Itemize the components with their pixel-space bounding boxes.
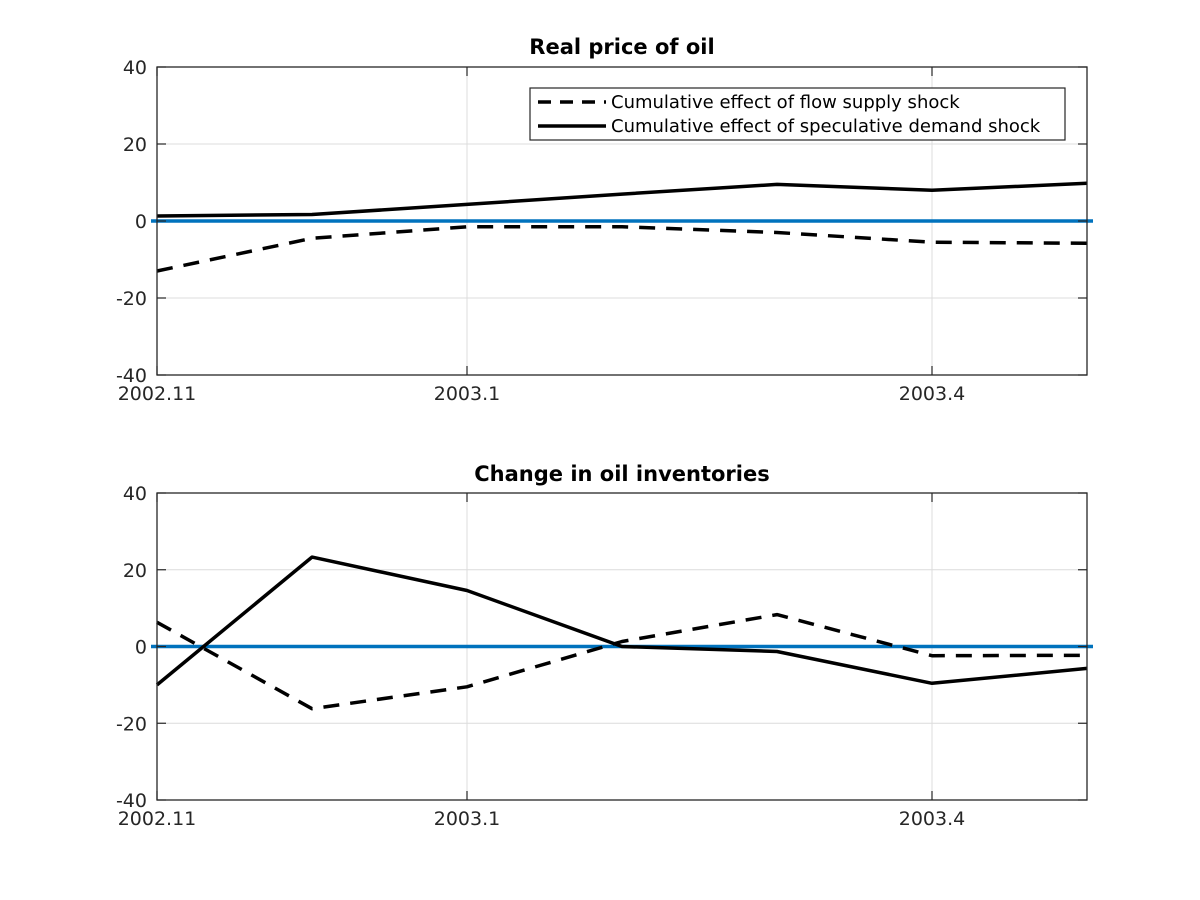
price-xtick-label: 2002.11 xyxy=(118,383,197,405)
inventories-panel: -40 -20 0 20 40 2002.11 2003.1 2003.4 Change in… xyxy=(116,462,1093,830)
inventories-line-flow-supply xyxy=(156,612,1088,711)
legend-box xyxy=(529,87,1066,141)
legend: Cumulative effect of flow supply shock C… xyxy=(529,87,1066,141)
inventories-ytick-label: 20 xyxy=(123,560,147,582)
price-ytick-label: 40 xyxy=(123,57,147,79)
price-xtick-label: 2003.1 xyxy=(434,383,500,405)
price-title: Real price of oil xyxy=(529,35,714,59)
price-ytick-label: 20 xyxy=(123,134,147,156)
inventories-xtick-label: 2002.11 xyxy=(118,808,197,830)
inventories-ytick-label: -40 xyxy=(116,790,147,812)
inventories-xtick-label: 2003.1 xyxy=(434,808,500,830)
inventories-ticks: -40 -20 0 20 40 2002.11 2003.1 2003.4 xyxy=(116,483,1087,830)
price-line-flow-supply xyxy=(156,225,1088,273)
price-ytick-label: -40 xyxy=(116,365,147,387)
legend-label-flow-supply: Cumulative effect of flow supply shock xyxy=(611,92,960,113)
inventories-series xyxy=(155,555,1088,711)
inventories-ytick-label: 0 xyxy=(135,637,147,659)
legend-label-speculative-demand: Cumulative effect of speculative demand … xyxy=(611,116,1041,137)
inventories-xtick-label: 2003.4 xyxy=(899,808,965,830)
price-ticks: -40 -20 0 20 40 2002.11 2003.1 2003.4 xyxy=(116,57,1087,405)
price-ytick-label: -20 xyxy=(116,288,147,310)
price-ytick-label: 0 xyxy=(135,211,147,233)
inventories-ytick-label: 40 xyxy=(123,483,147,505)
price-xtick-label: 2003.4 xyxy=(899,383,965,405)
price-line-speculative-demand xyxy=(156,181,1088,218)
inventories-line-speculative-demand xyxy=(155,555,1088,687)
inventories-ytick-label: -20 xyxy=(116,713,147,735)
inventories-title: Change in oil inventories xyxy=(474,462,769,486)
price-panel: -40 -20 0 20 40 2002.11 2003.1 2003.4 Real pric… xyxy=(116,35,1093,405)
price-series xyxy=(156,181,1088,273)
